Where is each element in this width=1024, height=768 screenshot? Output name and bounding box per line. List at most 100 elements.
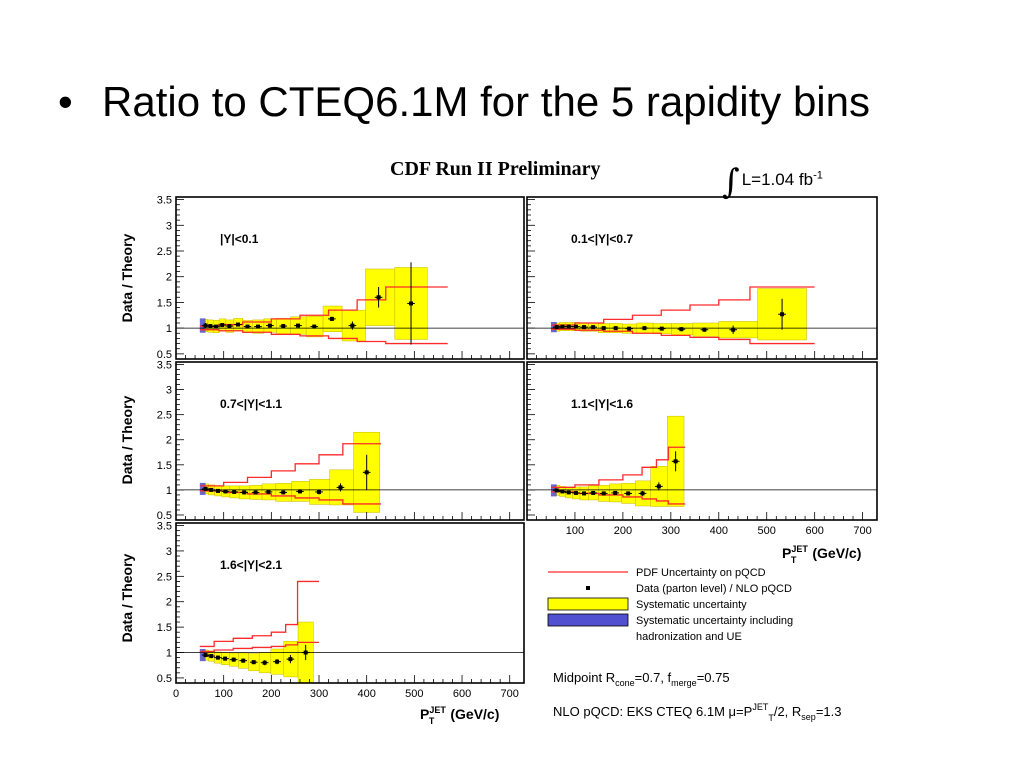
- pdf-uncertainty-hi: [550, 446, 686, 489]
- systematic-box: [718, 321, 758, 339]
- data-point: [223, 656, 228, 661]
- panel-1: 0.5 1 1.5 2 2.5 3 3.5 |Y|<0.1: [157, 195, 525, 361]
- x-axis-title: PJET T (GeV/c): [782, 544, 861, 565]
- y-tick-label: 1: [166, 648, 172, 660]
- data-point: [317, 489, 322, 494]
- panel-label: |Y|<0.1: [220, 232, 259, 246]
- x-tick-label: 600: [805, 525, 823, 537]
- data-point: [656, 484, 661, 489]
- panel-frame: [175, 361, 525, 521]
- panel-frame: [526, 361, 878, 521]
- data-point: [731, 327, 736, 332]
- legend-label: hadronization and UE: [636, 631, 742, 643]
- data-point: [255, 324, 260, 329]
- panel-label: 1.1<|Y|<1.6: [571, 397, 633, 411]
- data-point: [288, 657, 293, 662]
- integral-icon: ∫: [722, 162, 740, 202]
- data-point: [582, 491, 587, 496]
- y-tick-label: 1.5: [157, 622, 172, 634]
- data-point: [231, 657, 236, 662]
- panel-label: 0.7<|Y|<1.1: [220, 397, 282, 411]
- y-tick-label: 1: [166, 485, 172, 497]
- data-point: [227, 324, 232, 329]
- data-point: [601, 326, 606, 331]
- data-point: [241, 658, 246, 663]
- x-axis-title: PJET T (GeV/c): [420, 705, 499, 726]
- midpoint-note: Midpoint Rcone=0.7, fmerge=0.75: [553, 670, 730, 688]
- data-point: [642, 326, 647, 331]
- data-point: [627, 326, 632, 331]
- legend-label: Data (parton level) / NLO pQCD: [636, 583, 792, 595]
- panel-plot-area: [176, 580, 524, 683]
- luminosity-label: ∫ L=1.04 fb-1: [722, 154, 823, 202]
- data-point: [338, 485, 343, 490]
- data-point: [640, 491, 645, 496]
- data-point: [613, 326, 618, 331]
- y-tick-label: 2: [166, 272, 172, 284]
- data-point: [329, 316, 334, 321]
- figure-header: CDF Run II Preliminary: [390, 158, 601, 180]
- panel-plot-area: [176, 431, 524, 513]
- data-point: [679, 327, 684, 332]
- data-point: [296, 323, 301, 328]
- y-tick-label: 1.5: [157, 460, 172, 472]
- data-point: [281, 490, 286, 495]
- legend-label: PDF Uncertainty on pQCD: [636, 567, 766, 579]
- data-point: [591, 490, 596, 495]
- data-point: [582, 325, 587, 330]
- data-point: [312, 324, 317, 329]
- slide-title-text: Ratio to CTEQ6.1M for the 5 rapidity bin…: [102, 78, 870, 125]
- legend-data-swatch: [586, 586, 590, 590]
- data-point: [780, 312, 785, 317]
- data-point: [573, 324, 578, 329]
- data-point: [215, 655, 220, 660]
- data-point: [626, 491, 631, 496]
- data-point: [364, 470, 369, 475]
- panel-label: 0.1<|Y|<0.7: [571, 232, 633, 246]
- data-point: [203, 653, 208, 658]
- data-point: [267, 323, 272, 328]
- data-point: [560, 489, 565, 494]
- data-point: [573, 490, 578, 495]
- y-tick-label: 2.5: [157, 410, 172, 422]
- x-tick-label: 300: [662, 525, 680, 537]
- data-point: [242, 490, 247, 495]
- panel-plot-area: [527, 415, 877, 507]
- y-tick-label: 1.5: [157, 297, 172, 309]
- panel-frame: [526, 196, 878, 360]
- data-point: [220, 323, 225, 328]
- panel-5: 0.5 1 1.5 2 2.5 3 3.5 1.6<|Y|<2.1: [157, 521, 525, 685]
- data-point: [297, 489, 302, 494]
- y-tick-label: 0.5: [157, 673, 172, 685]
- y-tick-label: 3: [166, 220, 172, 232]
- data-point: [203, 323, 208, 328]
- x-tick-label: 500: [758, 525, 776, 537]
- panel-plot-area: [176, 262, 524, 345]
- data-point: [673, 459, 678, 464]
- y-tick-label: 3.5: [157, 195, 172, 207]
- data-point: [601, 491, 606, 496]
- y-tick-label: 3.5: [157, 360, 172, 372]
- luminosity-value: L=1.04 fb: [741, 170, 814, 189]
- x-tick-label: 100: [566, 525, 584, 537]
- data-point: [253, 490, 258, 495]
- panel-frame: [175, 196, 525, 360]
- x-tick-label: 100: [214, 688, 232, 700]
- y-tick-label: 3: [166, 385, 172, 397]
- x-tick-label: 0: [173, 688, 179, 700]
- data-point: [275, 659, 280, 664]
- data-point: [245, 324, 250, 329]
- data-point: [281, 324, 286, 329]
- luminosity-exponent: -1: [813, 169, 823, 182]
- panel-frame: [175, 522, 525, 684]
- y-axis-title: Data / Theory: [119, 395, 135, 484]
- data-point: [554, 325, 559, 330]
- y-tick-label: 2: [166, 435, 172, 447]
- pdf-uncertainty-lo: [199, 641, 320, 653]
- data-point: [232, 489, 237, 494]
- y-tick-label: 0.5: [157, 510, 172, 522]
- slide-title: • Ratio to CTEQ6.1M for the 5 rapidity bi…: [58, 78, 870, 126]
- pdf-uncertainty-lo: [550, 491, 686, 505]
- pdf-uncertainty-hi: [199, 443, 381, 487]
